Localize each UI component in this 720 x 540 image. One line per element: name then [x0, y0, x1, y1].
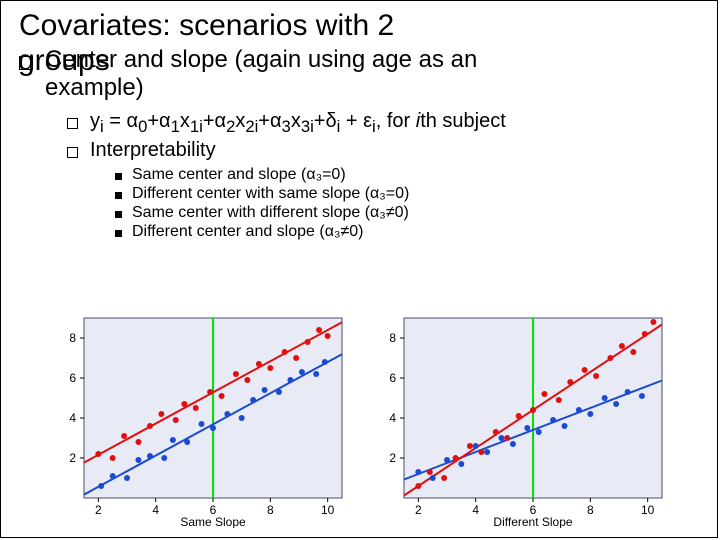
bullet-level2: yi = α0+α1x1i+α2x2i+α3x3i+δi + εi, for i…	[67, 110, 699, 162]
slide: Covariates: scenarios with 2 groups Cent…	[0, 0, 718, 538]
svg-text:Same Slope: Same Slope	[180, 515, 246, 528]
filled-bullet-icon	[115, 192, 122, 199]
svg-text:2: 2	[415, 503, 422, 517]
scenario-3: Same center with different slope (α₃≠0)	[132, 204, 409, 222]
equation-text: yi = α0+α1x1i+α2x2i+α3x3i+δi + εi, for i…	[90, 110, 506, 137]
interpretability-label: Interpretability	[90, 139, 216, 162]
filled-bullet-icon	[115, 230, 122, 237]
square-bullet-icon	[67, 118, 78, 129]
slide-title-line1: Covariates: scenarios with 2	[19, 9, 699, 44]
svg-text:Different Slope: Different Slope	[493, 515, 572, 528]
svg-text:4: 4	[389, 411, 396, 425]
scenario-4: Different center and slope (α₃≠0)	[132, 223, 363, 241]
chart-same-slope: 2468246810Same Slope	[50, 310, 350, 528]
svg-text:4: 4	[152, 503, 159, 517]
svg-text:4: 4	[69, 411, 76, 425]
svg-text:2: 2	[69, 451, 76, 465]
svg-text:8: 8	[267, 503, 274, 517]
svg-text:8: 8	[587, 503, 594, 517]
scenario-2: Different center with same slope (α₃=0)	[132, 185, 409, 203]
filled-bullet-icon	[115, 173, 122, 180]
charts-row: 2468246810Same Slope 2468246810Different…	[50, 310, 670, 528]
slide-title-groups: groups	[18, 44, 110, 78]
svg-text:8: 8	[69, 331, 76, 345]
svg-text:8: 8	[389, 331, 396, 345]
svg-text:2: 2	[389, 451, 396, 465]
chart-different-slope: 2468246810Different Slope	[370, 310, 670, 528]
bullet1-line2: example)	[45, 74, 477, 102]
filled-bullet-icon	[115, 211, 122, 218]
bullet-level3: Same center and slope (α₃=0) Different c…	[115, 166, 699, 241]
bullet1-line1: Center and slope (again using age as an	[45, 46, 477, 74]
svg-text:10: 10	[641, 503, 655, 517]
svg-text:6: 6	[389, 371, 396, 385]
bullet-level1: Center and slope (again using age as an …	[19, 46, 699, 102]
svg-text:2: 2	[95, 503, 102, 517]
svg-text:4: 4	[472, 503, 479, 517]
svg-text:10: 10	[321, 503, 335, 517]
svg-text:6: 6	[69, 371, 76, 385]
square-bullet-icon	[67, 147, 78, 158]
scenario-1: Same center and slope (α₃=0)	[132, 166, 346, 184]
